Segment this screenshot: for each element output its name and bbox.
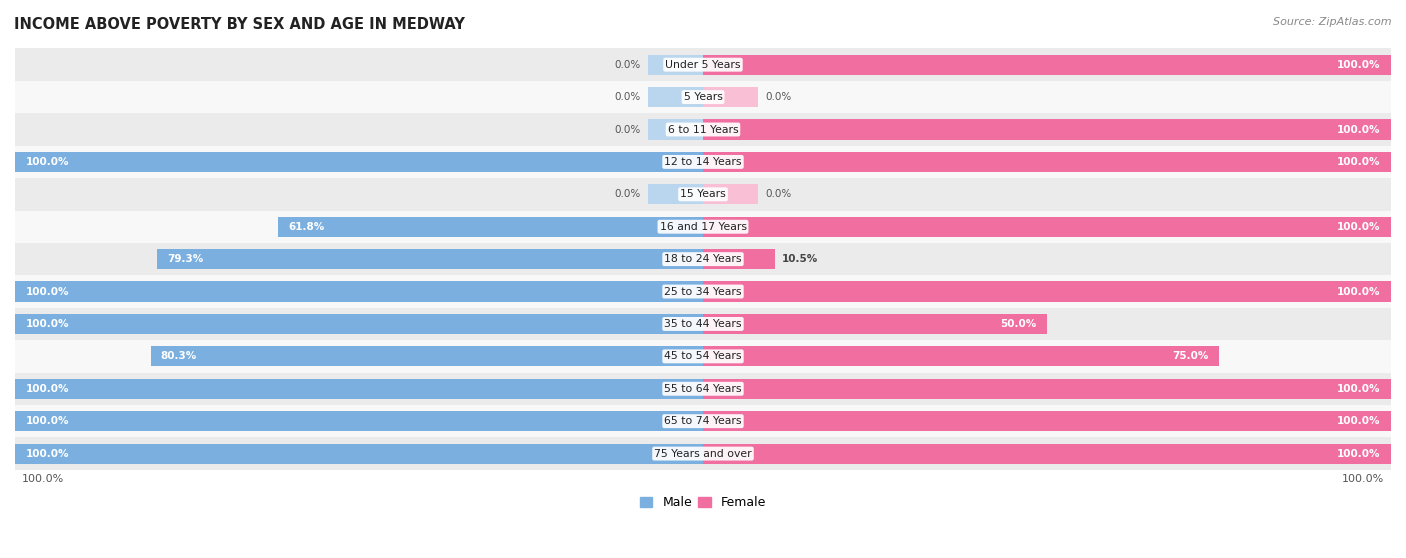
Text: Source: ZipAtlas.com: Source: ZipAtlas.com	[1274, 17, 1392, 27]
Text: 100.0%: 100.0%	[1337, 60, 1381, 70]
Bar	[150, 347, 703, 367]
Text: 0.0%: 0.0%	[765, 189, 792, 199]
Bar	[15, 49, 1391, 81]
Text: 100.0%: 100.0%	[1337, 416, 1381, 426]
Text: 10.5%: 10.5%	[782, 254, 818, 264]
Bar	[15, 243, 1391, 275]
Text: 100.0%: 100.0%	[1341, 474, 1384, 484]
Text: 75.0%: 75.0%	[1173, 352, 1209, 362]
Text: 65 to 74 Years: 65 to 74 Years	[664, 416, 742, 426]
Bar	[703, 55, 1391, 75]
Bar	[648, 55, 703, 75]
Bar	[15, 405, 1391, 437]
Text: 100.0%: 100.0%	[1337, 124, 1381, 134]
Text: 100.0%: 100.0%	[25, 449, 69, 459]
Text: 5 Years: 5 Years	[683, 92, 723, 102]
Bar	[703, 314, 1047, 334]
Text: 100.0%: 100.0%	[22, 474, 65, 484]
Bar	[15, 411, 703, 431]
Bar	[15, 275, 1391, 308]
Legend: Male, Female: Male, Female	[636, 491, 770, 514]
Bar	[15, 146, 1391, 178]
Text: 0.0%: 0.0%	[614, 60, 641, 70]
Bar	[703, 152, 1391, 172]
Text: Under 5 Years: Under 5 Years	[665, 60, 741, 70]
Text: 100.0%: 100.0%	[25, 157, 69, 167]
Bar	[15, 379, 703, 399]
Bar	[648, 87, 703, 107]
Bar	[648, 119, 703, 140]
Text: 100.0%: 100.0%	[1337, 222, 1381, 232]
Bar	[703, 444, 1391, 464]
Bar	[15, 308, 1391, 340]
Bar	[157, 249, 703, 269]
Bar	[15, 373, 1391, 405]
Bar	[703, 119, 1391, 140]
Text: 12 to 14 Years: 12 to 14 Years	[664, 157, 742, 167]
Text: 100.0%: 100.0%	[1337, 384, 1381, 394]
Bar	[15, 340, 1391, 373]
Text: 0.0%: 0.0%	[614, 92, 641, 102]
Text: 100.0%: 100.0%	[1337, 287, 1381, 296]
Bar	[648, 184, 703, 204]
Bar	[15, 81, 1391, 113]
Bar	[703, 87, 758, 107]
Text: 6 to 11 Years: 6 to 11 Years	[668, 124, 738, 134]
Text: 45 to 54 Years: 45 to 54 Years	[664, 352, 742, 362]
Text: 50.0%: 50.0%	[1001, 319, 1036, 329]
Text: 79.3%: 79.3%	[167, 254, 204, 264]
Bar	[703, 184, 758, 204]
Bar	[703, 217, 1391, 237]
Text: 0.0%: 0.0%	[765, 92, 792, 102]
Text: 100.0%: 100.0%	[1337, 449, 1381, 459]
Text: 100.0%: 100.0%	[1337, 157, 1381, 167]
Bar	[278, 217, 703, 237]
Bar	[703, 249, 775, 269]
Bar	[703, 281, 1391, 301]
Text: 100.0%: 100.0%	[25, 287, 69, 296]
Bar	[703, 411, 1391, 431]
Text: 35 to 44 Years: 35 to 44 Years	[664, 319, 742, 329]
Bar	[15, 437, 1391, 470]
Bar	[15, 210, 1391, 243]
Bar	[15, 444, 703, 464]
Text: 100.0%: 100.0%	[25, 384, 69, 394]
Text: INCOME ABOVE POVERTY BY SEX AND AGE IN MEDWAY: INCOME ABOVE POVERTY BY SEX AND AGE IN M…	[14, 17, 465, 32]
Bar	[15, 178, 1391, 210]
Text: 100.0%: 100.0%	[25, 319, 69, 329]
Bar	[15, 314, 703, 334]
Text: 0.0%: 0.0%	[614, 124, 641, 134]
Text: 61.8%: 61.8%	[288, 222, 325, 232]
Text: 55 to 64 Years: 55 to 64 Years	[664, 384, 742, 394]
Text: 80.3%: 80.3%	[160, 352, 197, 362]
Text: 18 to 24 Years: 18 to 24 Years	[664, 254, 742, 264]
Text: 15 Years: 15 Years	[681, 189, 725, 199]
Text: 0.0%: 0.0%	[614, 189, 641, 199]
Text: 75 Years and over: 75 Years and over	[654, 449, 752, 459]
Bar	[703, 379, 1391, 399]
Bar	[15, 113, 1391, 146]
Text: 100.0%: 100.0%	[25, 416, 69, 426]
Bar	[15, 281, 703, 301]
Bar	[15, 152, 703, 172]
Text: 16 and 17 Years: 16 and 17 Years	[659, 222, 747, 232]
Bar	[703, 347, 1219, 367]
Text: 25 to 34 Years: 25 to 34 Years	[664, 287, 742, 296]
